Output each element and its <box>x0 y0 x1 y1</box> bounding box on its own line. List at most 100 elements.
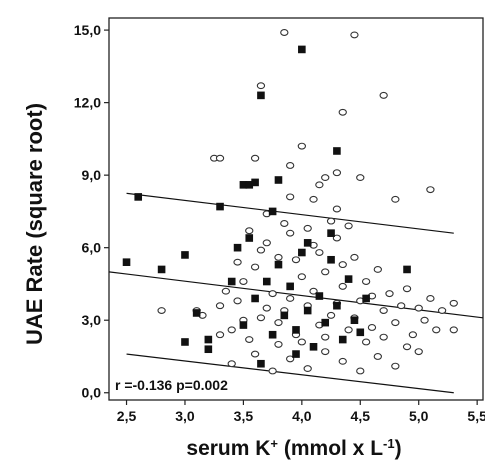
data-point-square <box>274 260 283 269</box>
data-point-circle <box>338 282 347 290</box>
x-axis-title-sup-exp: -1 <box>383 436 395 451</box>
y-axis-title: UAE Rate (square root) <box>22 103 47 345</box>
data-point-circle <box>391 319 400 327</box>
data-point-square <box>227 277 236 286</box>
data-point-circle <box>309 287 318 295</box>
data-point-square <box>280 311 289 320</box>
data-point-circle <box>449 299 458 307</box>
data-point-circle <box>215 331 225 339</box>
data-point-circle <box>233 297 242 305</box>
data-point-square <box>274 176 283 184</box>
data-point-circle <box>350 253 359 261</box>
data-point-circle <box>332 205 342 213</box>
data-point-circle <box>286 193 295 201</box>
data-point-circle <box>286 355 295 363</box>
x-axis-title-unit: (mmol x L <box>278 437 383 460</box>
data-point-circle <box>157 307 166 314</box>
data-point-circle <box>402 285 412 293</box>
x-tick-label: 3,5 <box>234 408 254 424</box>
data-point-circle <box>332 234 342 242</box>
x-tick-label: 5,0 <box>409 408 429 424</box>
data-point-square <box>268 330 277 339</box>
data-point-square <box>204 345 213 354</box>
data-point-circle <box>297 338 306 346</box>
lower-line <box>126 353 454 394</box>
x-axis-title: serum K+ (mmol x L-1) <box>186 436 401 460</box>
data-point-square <box>303 239 312 247</box>
plot-area: 0,0 3,0 6,0 9,0 12,0 15,0 2,5 3,0 3,5 4,0 4,5 5,0 5,… <box>74 17 485 424</box>
data-point-square <box>333 147 341 155</box>
data-point-circle <box>215 302 225 310</box>
data-point-circle <box>239 278 248 285</box>
data-point-circle <box>379 307 388 314</box>
data-point-circle <box>227 326 236 334</box>
data-point-circle <box>274 319 283 327</box>
data-point-circle <box>321 268 330 276</box>
data-point-square <box>251 178 259 187</box>
data-point-circle <box>356 367 365 375</box>
correlation-annotation: r =-0.136 p=0.002 <box>115 377 228 393</box>
data-point-circle <box>315 181 324 189</box>
x-tick-label: 2,5 <box>117 408 137 424</box>
data-point-circle <box>280 220 289 227</box>
data-point-circle <box>420 316 429 324</box>
data-point-square <box>327 229 335 237</box>
x-tick-label: 3,0 <box>175 408 195 424</box>
data-point-circle <box>262 304 271 312</box>
data-point-circle <box>332 169 342 177</box>
data-point-circle <box>426 295 435 302</box>
x-tick-label: 5,5 <box>467 408 485 424</box>
upper-line <box>126 192 454 234</box>
data-point-circle <box>262 239 271 247</box>
y-tick-label: 9,0 <box>82 167 102 183</box>
data-point-square <box>239 321 248 329</box>
data-point-circle <box>268 367 277 375</box>
data-point-circle <box>326 311 336 319</box>
data-point-circle <box>338 357 347 365</box>
data-point-circle <box>256 314 266 322</box>
data-point-square <box>403 265 411 274</box>
data-point-circle <box>297 273 306 281</box>
data-point-circle <box>426 186 435 194</box>
data-point-square <box>338 335 347 344</box>
data-point-square <box>362 294 370 303</box>
data-point-circle <box>256 82 266 90</box>
data-point-square <box>239 181 248 189</box>
data-point-circle <box>385 290 394 298</box>
data-point-circle <box>297 142 306 150</box>
data-point-circle <box>321 333 330 341</box>
data-point-circle <box>344 222 353 230</box>
data-point-square <box>292 326 300 334</box>
data-point-circle <box>356 174 365 182</box>
data-point-square <box>309 343 318 351</box>
data-point-circle <box>250 263 260 271</box>
data-point-circle <box>245 227 254 235</box>
data-point-square <box>257 359 265 368</box>
data-point-circle <box>391 195 400 203</box>
x-axis-title-main: serum K <box>186 437 270 460</box>
data-point-circle <box>373 353 382 360</box>
data-point-square <box>251 294 259 303</box>
data-point-square <box>245 234 254 242</box>
data-point-square <box>216 202 224 211</box>
data-point-circle <box>437 307 447 314</box>
data-point-square <box>122 258 131 266</box>
data-point-square <box>321 318 330 327</box>
data-point-circle <box>414 304 423 312</box>
data-point-square <box>298 248 306 257</box>
x-tick-label: 4,0 <box>292 408 312 424</box>
data-point-circle <box>379 333 388 341</box>
data-point-circle <box>367 324 377 331</box>
data-point-square <box>292 350 300 358</box>
data-point-circle <box>432 326 441 334</box>
data-point-circle <box>373 265 382 273</box>
data-point-circle <box>268 290 277 298</box>
data-point-circle <box>344 326 353 334</box>
data-point-square <box>298 45 306 54</box>
data-point-square <box>192 309 201 317</box>
data-point-square <box>181 338 189 346</box>
data-point-square <box>315 292 324 300</box>
data-point-circle <box>286 162 295 169</box>
data-point-circle <box>286 295 295 302</box>
